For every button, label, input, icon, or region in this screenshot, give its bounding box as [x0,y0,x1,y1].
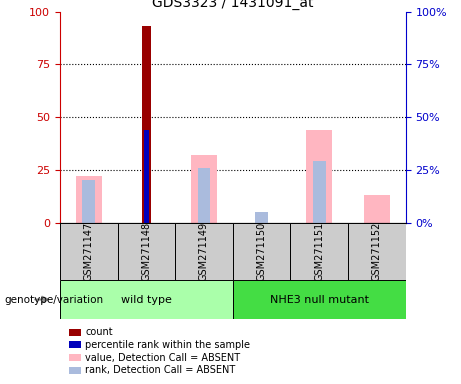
Bar [60,223,118,280]
Text: wild type: wild type [121,295,172,305]
Text: GSM271149: GSM271149 [199,222,209,281]
Bar [198,168,210,223]
Bar [364,195,390,223]
Bar [233,280,406,319]
Text: genotype/variation: genotype/variation [5,295,104,305]
Text: GSM271152: GSM271152 [372,222,382,281]
Bar [76,176,102,223]
Bar [60,280,233,319]
Bar [313,161,325,223]
Bar [255,212,268,223]
Text: rank, Detection Call = ABSENT: rank, Detection Call = ABSENT [85,365,236,375]
Text: NHE3 null mutant: NHE3 null mutant [270,295,369,305]
Bar [142,26,151,223]
Text: percentile rank within the sample: percentile rank within the sample [85,340,250,350]
Bar [83,180,95,223]
Text: value, Detection Call = ABSENT: value, Detection Call = ABSENT [85,353,240,362]
Bar [175,223,233,280]
Text: GSM271151: GSM271151 [314,222,324,281]
Title: GDS3323 / 1431091_at: GDS3323 / 1431091_at [152,0,313,10]
Bar [191,155,217,223]
Bar [348,223,406,280]
Bar [290,223,348,280]
Bar [118,223,175,280]
Bar [306,130,332,223]
Text: count: count [85,327,113,337]
Text: GSM271147: GSM271147 [84,222,94,281]
Text: GSM271150: GSM271150 [257,222,266,281]
Bar [233,223,290,280]
Bar [144,130,148,223]
Text: GSM271148: GSM271148 [142,222,151,281]
